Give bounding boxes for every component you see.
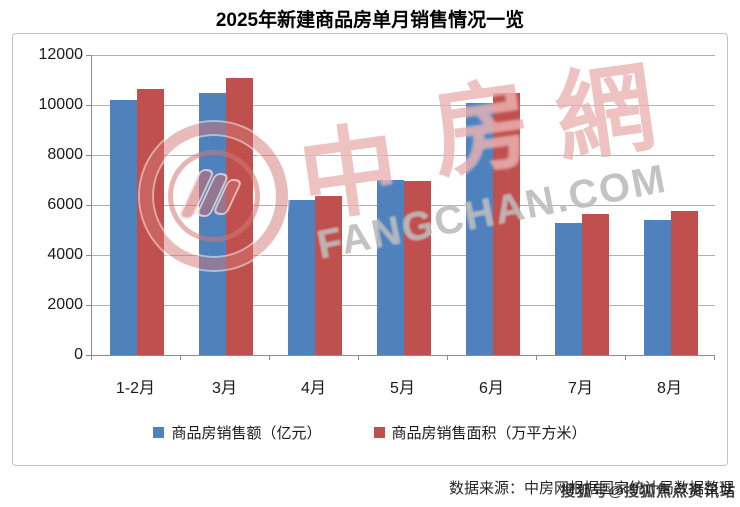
legend-item: 商品房销售额（亿元） <box>153 422 322 443</box>
y-axis-tick <box>86 105 92 106</box>
plot-area: 0 2000 4000 6000 8000 10000 12000 <box>39 46 715 363</box>
y-axis-tick <box>86 255 92 256</box>
page-title: 2025年新建商品房单月销售情况一览 <box>215 10 525 31</box>
x-axis-tick <box>358 355 359 360</box>
x-axis-tick <box>536 355 537 360</box>
bar-groups <box>92 55 715 355</box>
x-axis-tick <box>91 355 92 360</box>
x-axis-label: 3月 <box>212 380 237 397</box>
bar-sales-amount <box>287 200 315 355</box>
gridline <box>92 105 715 106</box>
bar-sales-amount <box>198 92 226 355</box>
y-axis-tick <box>86 355 92 356</box>
x-axis-label: 8月 <box>657 380 682 397</box>
y-axis-tick <box>86 155 92 156</box>
bar-sales-area <box>492 92 520 355</box>
source-note: 数据来源：中房网根据国家统计局数据整理 搜狐号@搜狐焦点资讯站 <box>448 477 736 500</box>
y-axis-tick <box>86 305 92 306</box>
legend-item: 商品房销售面积（万平方米） <box>373 422 587 443</box>
y-axis-label: 8000 <box>47 146 83 163</box>
bar-group <box>181 55 270 355</box>
bar-group <box>537 55 626 355</box>
x-axis-label: 1-2月 <box>115 380 156 397</box>
x-axis-tick <box>179 355 181 360</box>
bar-group <box>448 55 537 355</box>
bar-group <box>359 55 448 355</box>
bar-sales-amount <box>376 180 404 355</box>
bar-sales-area <box>136 88 164 355</box>
bar-sales-area <box>314 196 342 355</box>
bar-sales-area <box>670 211 698 355</box>
bar-sales-amount <box>643 220 671 355</box>
y-axis-label: 6000 <box>47 196 83 213</box>
x-axis-tick <box>714 355 715 360</box>
bar-sales-amount <box>109 100 137 355</box>
y-axis-label: 12000 <box>38 46 84 63</box>
bar-sales-area <box>581 213 609 355</box>
x-axis-labels: 1-2月 3月 4月 5月 6月 7月 8月 <box>91 374 714 398</box>
y-axis-label: 10000 <box>38 96 84 113</box>
x-axis-label: 7月 <box>568 380 593 397</box>
y-axis-tick <box>86 55 92 56</box>
bar-group <box>270 55 359 355</box>
source-note-watermark: 搜狐号@搜狐焦点资讯站 <box>560 483 736 500</box>
chart-panel: 0 2000 4000 6000 8000 10000 12000 1-2月 3月 4月 5月 6月… <box>12 33 728 466</box>
legend-label: 商品房销售面积（万平方米） <box>391 425 587 442</box>
x-axis-tick <box>625 355 626 360</box>
legend-swatch-icon <box>153 427 165 438</box>
source-note-text: 数据来源：中房网根据国家统计局数据整理 <box>448 480 734 497</box>
x-axis-label: 5月 <box>390 380 415 397</box>
legend-label: 商品房销售额（亿元） <box>171 425 322 442</box>
x-axis-label: 6月 <box>479 380 504 397</box>
bar-sales-area <box>403 181 431 355</box>
bar-sales-area <box>225 77 253 355</box>
legend-swatch-icon <box>373 427 385 438</box>
bar-sales-amount <box>465 102 493 355</box>
bar-group <box>92 55 181 355</box>
x-axis-label: 4月 <box>301 380 326 397</box>
bar-group <box>626 55 715 355</box>
y-axis-label: 4000 <box>47 246 83 263</box>
gridline <box>92 55 715 56</box>
y-axis-label: 2000 <box>47 296 83 313</box>
y-axis-label: 0 <box>74 346 83 363</box>
y-axis-tick <box>86 205 92 206</box>
x-axis-tick <box>446 355 448 360</box>
chart-legend: 商品房销售额（亿元） 商品房销售面积（万平方米） <box>13 422 727 443</box>
gridline <box>92 155 715 156</box>
bar-sales-amount <box>554 222 582 355</box>
x-axis-tick <box>268 355 270 360</box>
